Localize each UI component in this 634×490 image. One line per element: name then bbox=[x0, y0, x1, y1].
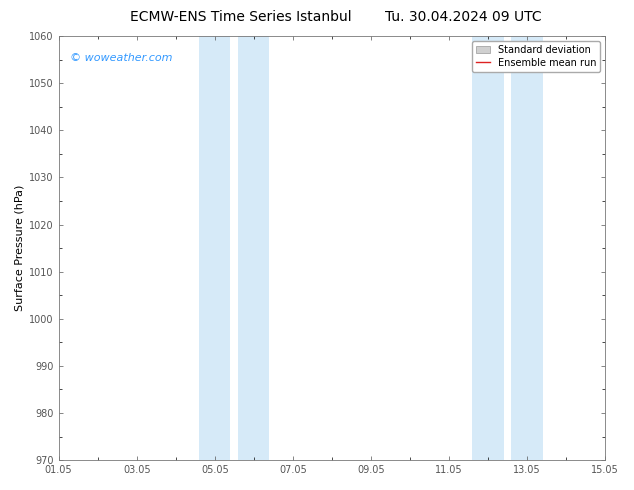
Legend: Standard deviation, Ensemble mean run: Standard deviation, Ensemble mean run bbox=[472, 41, 600, 72]
Bar bbox=[238, 36, 269, 460]
Bar bbox=[512, 36, 543, 460]
Text: © woweather.com: © woweather.com bbox=[70, 53, 172, 63]
Y-axis label: Surface Pressure (hPa): Surface Pressure (hPa) bbox=[15, 185, 25, 311]
Bar bbox=[472, 36, 503, 460]
Text: Tu. 30.04.2024 09 UTC: Tu. 30.04.2024 09 UTC bbox=[384, 10, 541, 24]
Bar bbox=[199, 36, 230, 460]
Text: ECMW-ENS Time Series Istanbul: ECMW-ENS Time Series Istanbul bbox=[130, 10, 352, 24]
